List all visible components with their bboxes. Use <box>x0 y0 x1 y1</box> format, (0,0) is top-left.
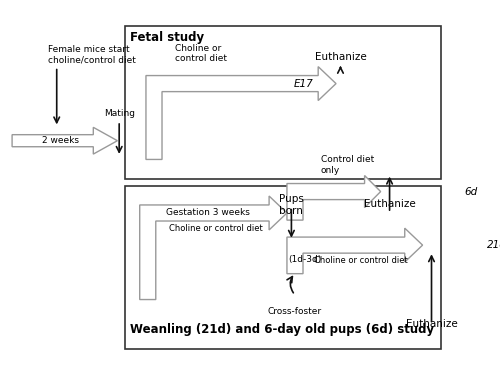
Text: Mating: Mating <box>104 109 134 118</box>
Text: Gestation 3 weeks: Gestation 3 weeks <box>166 208 250 217</box>
Text: Choline or control diet: Choline or control diet <box>169 224 263 233</box>
Text: Euthanize: Euthanize <box>364 199 416 209</box>
Text: 6d: 6d <box>464 186 478 197</box>
Polygon shape <box>140 196 287 300</box>
Polygon shape <box>12 127 118 154</box>
Text: Choline or
control diet: Choline or control diet <box>176 44 228 63</box>
Text: Weanling (21d) and 6-day old pups (6d) study: Weanling (21d) and 6-day old pups (6d) s… <box>130 323 434 336</box>
Text: Cross-foster: Cross-foster <box>268 307 322 316</box>
Text: Female mice start
choline/control diet: Female mice start choline/control diet <box>48 45 136 65</box>
Text: E17: E17 <box>294 79 314 89</box>
Text: Euthanize: Euthanize <box>314 52 366 62</box>
Text: (1d-3d): (1d-3d) <box>288 255 322 264</box>
Polygon shape <box>287 228 422 274</box>
Bar <box>124 186 442 349</box>
Bar <box>124 26 442 179</box>
Text: 21d: 21d <box>486 240 500 250</box>
Text: Euthanize: Euthanize <box>406 319 458 329</box>
Text: Pups
born: Pups born <box>279 194 304 216</box>
Polygon shape <box>287 176 380 220</box>
Text: Fetal study: Fetal study <box>130 31 204 44</box>
Text: Control diet
only: Control diet only <box>321 155 374 174</box>
Text: Choline or control diet: Choline or control diet <box>314 256 408 265</box>
Polygon shape <box>146 67 336 159</box>
Text: 2 weeks: 2 weeks <box>42 136 79 145</box>
